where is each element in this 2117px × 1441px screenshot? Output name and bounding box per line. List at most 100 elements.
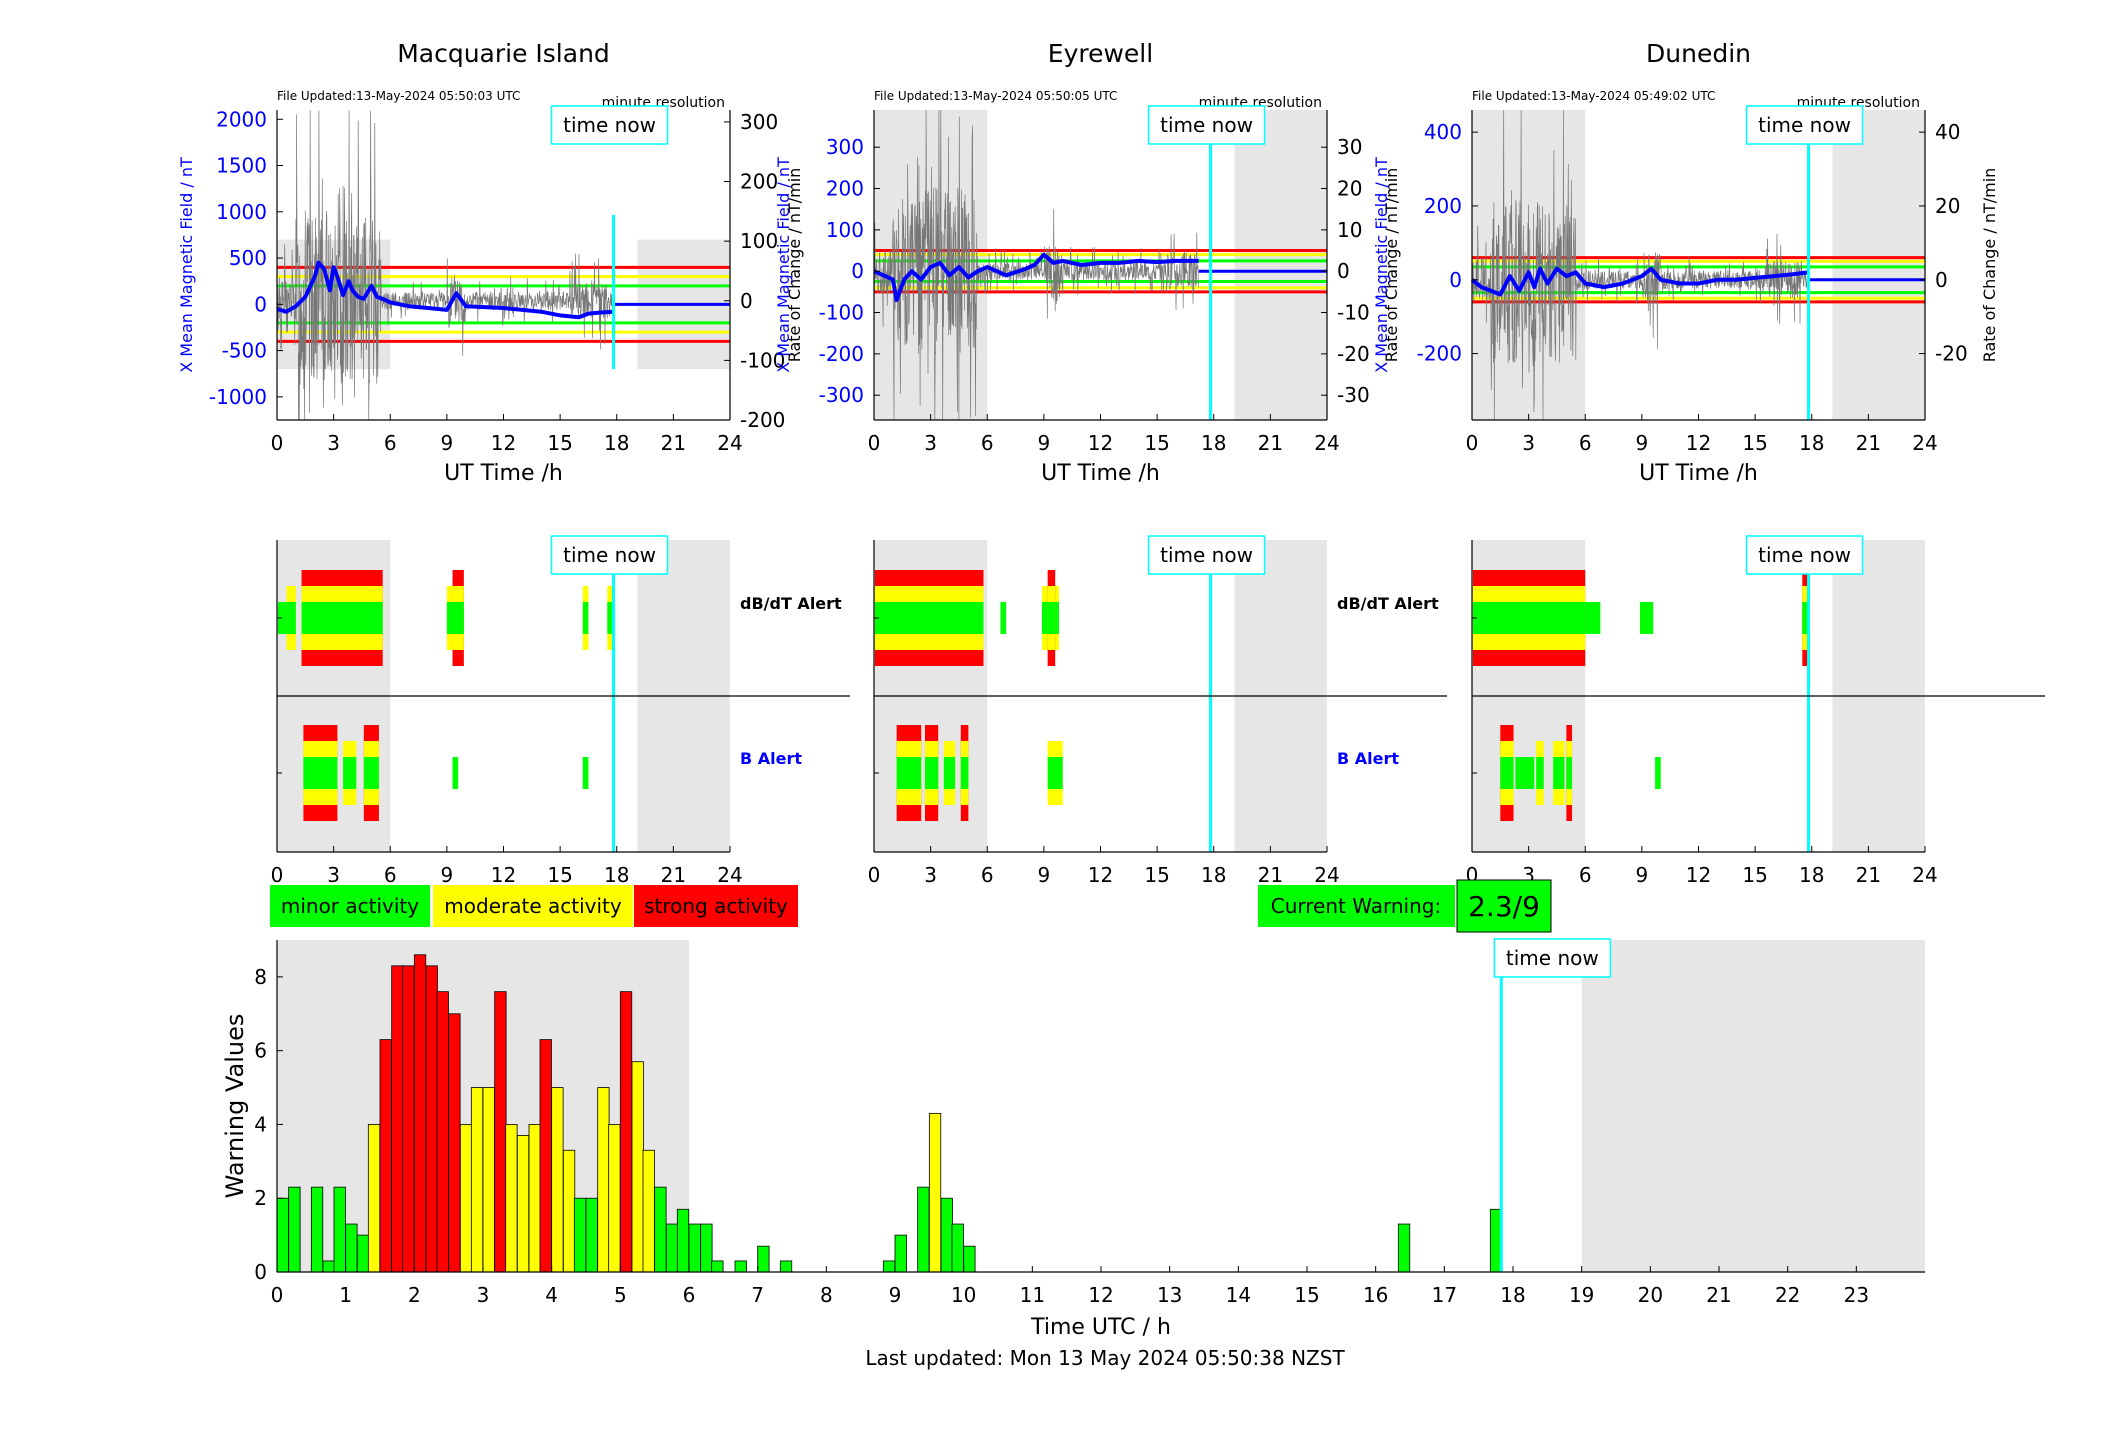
b-block-minor [1515, 757, 1535, 789]
warning-bar [757, 1245, 770, 1273]
time-now-box [550, 535, 669, 575]
b-block-minor [582, 757, 589, 789]
b-block-minor [896, 757, 922, 789]
x-tick-label: 15 [547, 431, 572, 455]
x-tick-label: 3 [477, 1283, 490, 1307]
y-right-axis-label: Rate of Change / nT/min [1382, 168, 1401, 363]
x-tick-label: 18 [604, 863, 629, 887]
warning-bar [539, 1039, 552, 1273]
b-block-minor [943, 757, 956, 789]
b-block-minor [1566, 757, 1573, 789]
b-block-minor [1553, 757, 1565, 789]
warning-bar [597, 1087, 610, 1273]
y-right-axis-label: Rate of Change / nT/min [785, 168, 804, 363]
x-tick-label: 7 [751, 1283, 764, 1307]
x-tick-label: 6 [981, 431, 994, 455]
x-tick-label: 9 [441, 863, 454, 887]
y-left-tick-label: -200 [1417, 342, 1462, 366]
time-now-box [1493, 938, 1612, 978]
y-right-tick-label: -30 [1337, 383, 1370, 407]
night-shade [1832, 110, 1925, 420]
x-tick-label: 18 [1799, 863, 1824, 887]
warning-bar [631, 1061, 644, 1273]
magnetic-field-trace [873, 252, 1199, 303]
warning-bar [470, 1087, 484, 1273]
dbdt-alert-label: dB/dT Alert [1337, 594, 1439, 613]
warning-bar [665, 1223, 679, 1273]
warning-bar [928, 1112, 942, 1273]
b-block-minor [1500, 757, 1514, 789]
legend-moderate-swatch [433, 885, 633, 927]
time-now-box [1147, 535, 1266, 575]
x-tick-label: 15 [1742, 863, 1767, 887]
warning-bar [619, 991, 633, 1273]
x-tick-label: 24 [1912, 863, 1937, 887]
x-tick-label: 18 [1500, 1283, 1525, 1307]
x-tick-label: 6 [981, 863, 994, 887]
x-tick-label: 9 [889, 1283, 902, 1307]
x-tick-label: 12 [1088, 863, 1113, 887]
y-left-axis-label: X Mean Magnetic Field / nT [177, 157, 196, 373]
x-tick-label: 9 [1636, 431, 1649, 455]
file-updated-text: File Updated:13-May-2024 05:50:03 UTC [277, 89, 520, 103]
x-tick-label: 0 [868, 431, 881, 455]
legend-minor-swatch [270, 885, 430, 927]
y-left-tick-label: -100 [819, 301, 864, 325]
dbdt-block-minor [607, 602, 613, 634]
x-tick-label: 21 [661, 863, 686, 887]
station-title: Macquarie Island [397, 39, 610, 68]
x-tick-label: 9 [1038, 863, 1051, 887]
warning-bar [779, 1260, 793, 1273]
b-block-minor [363, 757, 379, 789]
warning-bar [322, 1260, 335, 1273]
x-tick-label: 0 [271, 1283, 284, 1307]
y-left-tick-label: 500 [229, 246, 267, 270]
time-now-label: time now [1160, 113, 1253, 137]
y-left-tick-label: 0 [254, 292, 267, 316]
file-updated-text: File Updated:13-May-2024 05:50:05 UTC [874, 89, 1117, 103]
warning-bar [448, 1013, 461, 1273]
y-right-tick-label: -20 [1935, 342, 1968, 366]
warning-bar [608, 1124, 621, 1273]
y-tick-label: 8 [254, 965, 267, 989]
activity-legend: minor activity moderate activity strong ac… [270, 885, 798, 927]
night-shade [1234, 110, 1327, 420]
dbdt-block-minor [452, 602, 464, 634]
x-tick-label: 3 [327, 431, 340, 455]
time-now-label: time now [1160, 543, 1253, 567]
y-left-tick-label: -300 [819, 383, 864, 407]
warning-bar [882, 1260, 896, 1273]
x-tick-label: 11 [1020, 1283, 1045, 1307]
dbdt-block-minor [1585, 602, 1601, 634]
alert-panel-0: time now 0 3 6 9 12 15 18 21 24 dB/dT Alert B Alert [271, 535, 850, 887]
y-left-tick-label: -200 [819, 342, 864, 366]
x-tick-label: 16 [1363, 1283, 1388, 1307]
x-tick-label: 21 [1258, 431, 1283, 455]
y-right-tick-label: -200 [740, 408, 785, 432]
b-block-minor [1655, 757, 1661, 789]
y-left-tick-label: -500 [222, 339, 267, 363]
y-right-tick-label: -20 [1337, 342, 1370, 366]
legend-moderate-label: moderate activity [444, 894, 622, 918]
warning-bar [425, 965, 438, 1273]
x-tick-label: 12 [1686, 863, 1711, 887]
dbdt-block-minor [1639, 602, 1654, 634]
x-tick-label: 1 [339, 1283, 352, 1307]
y-right-tick-label: -10 [1337, 301, 1370, 325]
x-tick-label: 24 [717, 431, 742, 455]
x-tick-label: 12 [1088, 431, 1113, 455]
warning-bar [917, 1186, 930, 1273]
y-right-tick-label: 0 [740, 289, 753, 313]
warning-y-axis-label: Warning Values [221, 1014, 249, 1199]
warning-bar [276, 1197, 289, 1273]
x-tick-label: 17 [1432, 1283, 1457, 1307]
y-right-tick-label: -100 [740, 348, 785, 372]
y-left-tick-label: 400 [1424, 120, 1462, 144]
current-warning: Current Warning: 2.3/9 [1258, 879, 1552, 933]
time-now-label: time now [563, 113, 656, 137]
x-tick-label: 19 [1569, 1283, 1594, 1307]
rate-of-change-trace [276, 109, 614, 421]
time-now-box [1745, 535, 1864, 575]
